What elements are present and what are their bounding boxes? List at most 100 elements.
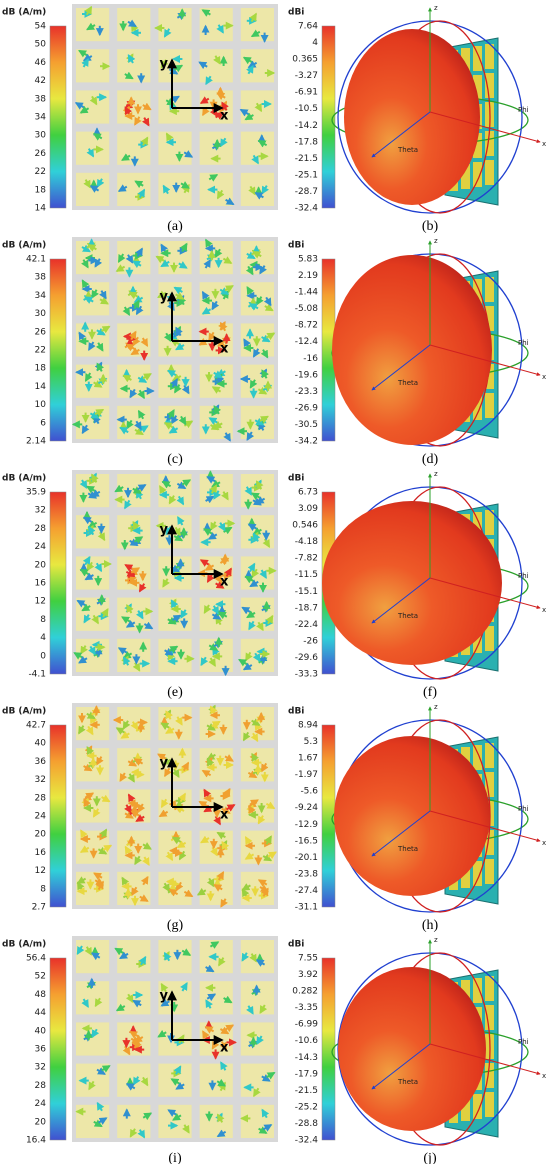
- current-arrow: [95, 342, 104, 352]
- patch: [240, 1022, 274, 1056]
- patch: [76, 364, 110, 398]
- current-arrow: [81, 58, 89, 68]
- axis-z: z: [434, 936, 438, 944]
- current-arrow: [249, 799, 259, 807]
- current-arrow: [196, 887, 207, 896]
- x-axis: [429, 1043, 541, 1076]
- field-unit: dB (A/m): [2, 940, 46, 950]
- panel-cell: [473, 512, 482, 537]
- current-arrow: [132, 299, 140, 310]
- current-arrow: [117, 253, 126, 263]
- field-tick: 8: [40, 884, 46, 894]
- current-arrow: [99, 290, 107, 300]
- current-arrow: [201, 769, 212, 778]
- current-arrow: [249, 12, 257, 23]
- current-arrow: [85, 725, 94, 736]
- patch: [199, 981, 233, 1015]
- field-tick: 24: [35, 1099, 47, 1109]
- current-arrow: [87, 525, 96, 536]
- current-arrow: [141, 117, 150, 127]
- field-tick: 26: [35, 327, 47, 337]
- field-tick: 16.4: [26, 1136, 46, 1146]
- pattern-tick: -16.5: [295, 836, 318, 846]
- pattern-tick: -22.4: [295, 620, 319, 630]
- field-tick: 24: [35, 542, 47, 552]
- axis-theta: Theta: [397, 146, 418, 154]
- current-arrow: [160, 982, 169, 993]
- current-arrow: [132, 260, 142, 269]
- field-tick: 56.4: [26, 954, 46, 964]
- patch: [117, 1104, 151, 1138]
- current-arrow: [89, 95, 98, 106]
- axis-z: z: [434, 237, 438, 245]
- current-arrow: [217, 522, 226, 532]
- panel-cell: [473, 978, 482, 1003]
- panel-cell: [473, 745, 482, 770]
- pattern-tick: -9.24: [295, 803, 319, 813]
- current-arrow: [82, 555, 91, 566]
- current-arrow: [211, 605, 220, 615]
- field-tick: 8: [40, 615, 46, 625]
- current-arrow: [173, 286, 183, 295]
- row: dB (A/m) 42.1 38 34 30 26 22 18 14 10 6 2.14 y x (c) dB…: [2, 237, 546, 467]
- current-arrow: [157, 290, 167, 299]
- current-arrow: [142, 102, 152, 111]
- panel-cell: [473, 395, 482, 420]
- y-axis: [371, 111, 431, 158]
- current-arrow: [181, 479, 192, 487]
- current-arrow: [246, 610, 256, 619]
- field-tick: 44: [35, 1008, 47, 1018]
- current-arrow: [88, 1080, 96, 1091]
- panel-label: (e): [167, 685, 183, 700]
- current-arrow: [259, 415, 269, 424]
- radiation-pattern: [332, 255, 492, 445]
- pattern-tick: -14.2: [295, 121, 318, 131]
- field-unit: dB (A/m): [2, 707, 46, 717]
- current-arrow: [168, 888, 179, 897]
- pattern-tick: 8.94: [298, 721, 318, 731]
- patch: [158, 638, 192, 672]
- current-arrow: [94, 408, 105, 417]
- patch: [199, 515, 233, 549]
- field-tick: -4.1: [28, 670, 46, 680]
- field-axis-y: y: [160, 57, 169, 72]
- pattern-tick: -7.82: [295, 554, 318, 564]
- current-arrow: [246, 64, 254, 75]
- current-arrow: [180, 982, 188, 992]
- pattern-unit: dBi: [288, 8, 304, 18]
- current-arrow: [206, 573, 215, 583]
- field-tick: 28: [35, 793, 47, 803]
- row: dB (A/m) 54 50 46 42 38 34 30 26 22 18 14 y x (a) dBi 7.…: [2, 4, 546, 234]
- patch: [199, 241, 233, 275]
- current-arrow: [158, 809, 169, 818]
- axis-theta: Theta: [397, 379, 418, 387]
- patch: [199, 1063, 233, 1097]
- current-arrow: [119, 951, 129, 960]
- field-colorbar: [49, 258, 67, 442]
- panel-label: (f): [423, 685, 437, 700]
- y-axis: [371, 344, 431, 391]
- current-arrow: [265, 801, 276, 810]
- x-axis: [429, 344, 541, 377]
- current-arrow: [160, 998, 170, 1007]
- field-tick: 22: [35, 346, 46, 356]
- pattern-tick: 1.67: [298, 754, 318, 764]
- pattern-tick: -32.4: [295, 1136, 319, 1146]
- current-arrow: [124, 71, 134, 80]
- panel-cell: [473, 46, 482, 71]
- current-arrow: [183, 889, 194, 898]
- current-arrow: [254, 192, 264, 200]
- current-arrow: [246, 431, 255, 441]
- current-arrow: [83, 179, 91, 189]
- current-arrow: [254, 417, 265, 426]
- current-arrow: [87, 244, 97, 252]
- pattern-tick: -16: [303, 354, 318, 364]
- current-arrow: [175, 1082, 185, 1090]
- current-arrow: [125, 620, 136, 628]
- field-axis-x: x: [220, 808, 229, 823]
- current-arrow: [115, 1003, 126, 1012]
- current-arrow: [208, 657, 216, 667]
- current-arrow: [211, 300, 220, 311]
- axis-phi: Phi: [518, 1038, 529, 1046]
- field-tick: 14: [35, 204, 47, 214]
